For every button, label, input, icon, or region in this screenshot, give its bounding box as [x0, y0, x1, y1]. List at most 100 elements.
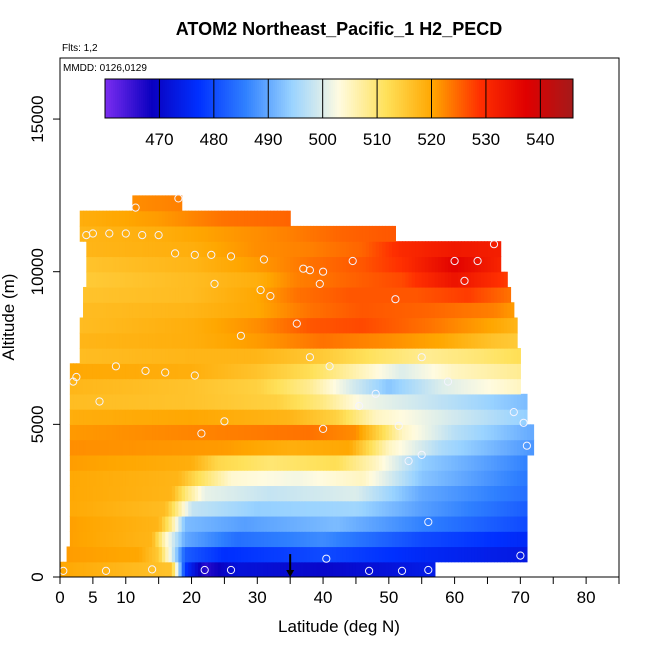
heatmap-cell: [221, 454, 226, 471]
heatmap-cell: [523, 546, 528, 563]
heatmap-cell: [359, 485, 364, 502]
heatmap-cell: [132, 454, 137, 471]
heatmap-cell: [362, 546, 367, 563]
heatmap-cell: [224, 241, 229, 258]
heatmap-cell: [142, 302, 147, 319]
heatmap-cell: [115, 225, 120, 242]
heatmap-cell: [263, 286, 268, 303]
heatmap-cell: [444, 332, 449, 349]
heatmap-cell: [342, 317, 347, 334]
heatmap-cell: [152, 393, 156, 410]
heatmap-cell: [277, 424, 281, 441]
heatmap-cell: [125, 439, 130, 456]
heatmap-cell: [319, 470, 324, 487]
colorbar-swatch: [503, 79, 506, 118]
heatmap-cell: [142, 470, 147, 487]
heatmap-cell: [464, 470, 469, 487]
heatmap-cell: [135, 531, 140, 548]
heatmap-cell: [217, 424, 222, 441]
heatmap-cell: [451, 515, 456, 532]
heatmap-cell: [165, 531, 170, 548]
heatmap-cell: [339, 378, 344, 395]
heatmap-cell: [296, 393, 301, 410]
heatmap-cell: [263, 348, 268, 364]
heatmap-cell: [119, 210, 124, 227]
heatmap-cell: [102, 363, 107, 380]
heatmap-cell: [263, 241, 268, 258]
heatmap-cell: [89, 485, 94, 502]
observation-point: [417, 450, 426, 459]
heatmap-cell: [254, 439, 258, 456]
heatmap-cell: [158, 393, 163, 410]
heatmap-cell: [461, 286, 466, 303]
heatmap-cell: [286, 210, 291, 227]
heatmap-cell: [109, 210, 114, 227]
heatmap-cell: [112, 210, 117, 227]
heatmap-cell: [194, 378, 199, 395]
heatmap-cell: [89, 378, 94, 395]
heatmap-cell: [372, 348, 377, 364]
heatmap-cell: [191, 531, 196, 548]
heatmap-cell: [115, 531, 120, 548]
heatmap-cell: [457, 241, 462, 258]
heatmap-cell: [316, 454, 321, 471]
heatmap-cell: [300, 271, 304, 288]
heatmap-cell: [369, 317, 373, 334]
heatmap-cell: [214, 546, 219, 563]
heatmap-cell: [296, 561, 301, 577]
heatmap-cell: [161, 409, 166, 425]
heatmap-cell: [227, 225, 232, 242]
heatmap-cell: [165, 409, 170, 425]
heatmap-cell: [240, 241, 245, 258]
heatmap-cell: [207, 531, 212, 548]
colorbar-swatch: [561, 79, 564, 118]
heatmap-cell: [69, 393, 74, 410]
heatmap-cell: [129, 409, 133, 425]
heatmap-cell: [319, 393, 324, 410]
observation-point: [417, 353, 426, 362]
heatmap-cell: [526, 424, 531, 441]
heatmap-cell: [221, 424, 226, 441]
heatmap-cell: [421, 286, 426, 303]
heatmap-cell: [89, 210, 94, 227]
colorbar-swatch: [127, 79, 130, 118]
heatmap-cell: [346, 546, 350, 563]
heatmap-cell: [313, 286, 318, 303]
heatmap-cell: [224, 454, 229, 471]
heatmap-cell: [313, 546, 318, 563]
heatmap-cell: [385, 241, 390, 258]
heatmap-cell: [247, 286, 252, 303]
heatmap-cell: [293, 409, 298, 425]
heatmap-cell: [494, 531, 498, 548]
heatmap-cell: [234, 332, 239, 349]
heatmap-cell: [372, 225, 377, 242]
heatmap-cell: [181, 271, 186, 288]
heatmap-cell: [484, 378, 489, 395]
heatmap-cell: [122, 409, 127, 425]
heatmap-cell: [503, 454, 508, 471]
heatmap-cell: [461, 515, 466, 532]
heatmap-cell: [125, 317, 130, 334]
heatmap-cell: [454, 424, 459, 441]
heatmap-cell: [428, 378, 433, 395]
heatmap-cell: [329, 439, 334, 456]
heatmap-cell: [277, 317, 281, 334]
heatmap-cell: [171, 485, 176, 502]
colorbar-swatch: [201, 79, 204, 118]
heatmap-cell: [178, 424, 183, 441]
heatmap-cell: [178, 470, 183, 487]
colorbar-swatch: [393, 79, 396, 118]
heatmap-cell: [135, 378, 140, 395]
colorbar-swatch: [149, 79, 152, 118]
heatmap-cell: [326, 393, 331, 410]
colorbar-swatch: [559, 79, 562, 118]
heatmap-cell: [217, 210, 222, 227]
heatmap-cell: [438, 256, 443, 273]
heatmap-cell: [398, 515, 403, 532]
heatmap-cell: [270, 256, 275, 273]
heatmap-cell: [336, 286, 341, 303]
heatmap-cell: [461, 424, 466, 441]
heatmap-cell: [365, 531, 370, 548]
heatmap-cell: [300, 531, 304, 548]
heatmap-cell: [378, 393, 383, 410]
